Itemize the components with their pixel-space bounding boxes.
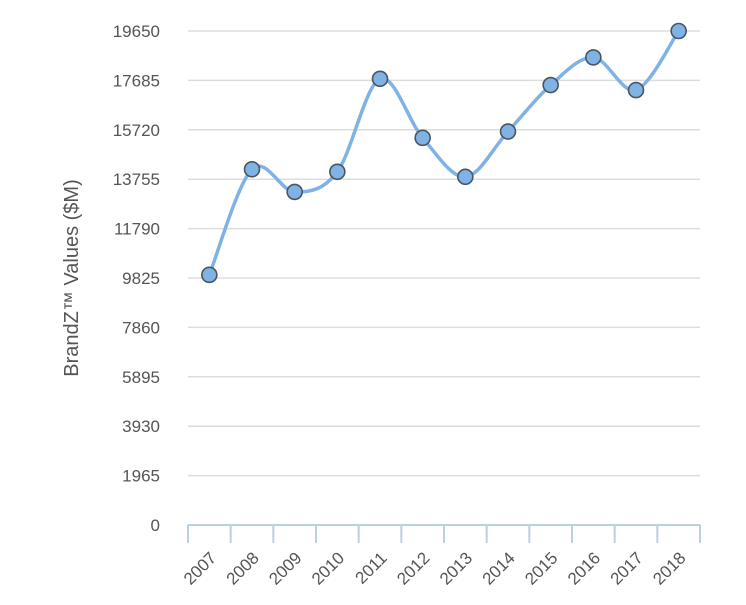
data-point — [627, 81, 645, 99]
x-axis — [187, 524, 701, 543]
x-tick-label: 2014 — [479, 548, 519, 588]
data-point — [670, 22, 687, 40]
data-point — [585, 49, 602, 66]
data-point — [371, 70, 389, 88]
data-point — [542, 76, 559, 94]
gridlines — [188, 30, 700, 477]
data-point — [201, 266, 218, 284]
y-tick-label: 7860 — [122, 318, 160, 337]
y-tick-label: 11790 — [114, 220, 160, 239]
data-point — [499, 123, 517, 140]
data-point — [414, 129, 431, 147]
y-tick-label: 15720 — [113, 121, 160, 140]
x-tick-label: 2018 — [649, 548, 689, 588]
data-point — [329, 163, 346, 181]
y-tick-label: 19650 — [113, 22, 160, 41]
x-tick-label: 2017 — [607, 548, 647, 588]
x-axis-ticks: 2007 2008 2009 2010 2011 2012 2013 2014 2015 2016… — [180, 548, 690, 588]
y-tick-label: 3930 — [122, 417, 160, 436]
x-tick-label: 2010 — [308, 548, 348, 588]
data-point — [243, 160, 261, 178]
y-tick-label: 0 — [151, 516, 160, 535]
data-point — [457, 168, 474, 186]
series-line — [207, 29, 681, 276]
x-tick-label: 2015 — [521, 548, 561, 588]
y-axis-title: BrandZ™ Values ($M) — [61, 179, 83, 376]
x-tick-label: 2007 — [180, 548, 220, 588]
y-tick-label: 1965 — [122, 467, 160, 486]
y-tick-label: 9825 — [122, 269, 160, 288]
x-tick-label: 2011 — [352, 548, 391, 587]
x-tick-label: 2016 — [564, 548, 604, 588]
x-tick-label: 2009 — [265, 548, 305, 588]
data-points — [201, 22, 687, 284]
data-point — [286, 183, 303, 201]
x-tick-label: 2008 — [223, 548, 263, 588]
x-tick-label: 2013 — [436, 548, 476, 588]
x-tick-label: 2012 — [393, 548, 433, 588]
y-tick-label: 17685 — [113, 71, 160, 90]
y-tick-label: 5895 — [122, 368, 160, 387]
y-tick-label: 13755 — [113, 170, 160, 189]
y-axis-ticks: 0 1965 3930 5895 7860 9825 11790 13755 15720 1768… — [113, 22, 160, 535]
